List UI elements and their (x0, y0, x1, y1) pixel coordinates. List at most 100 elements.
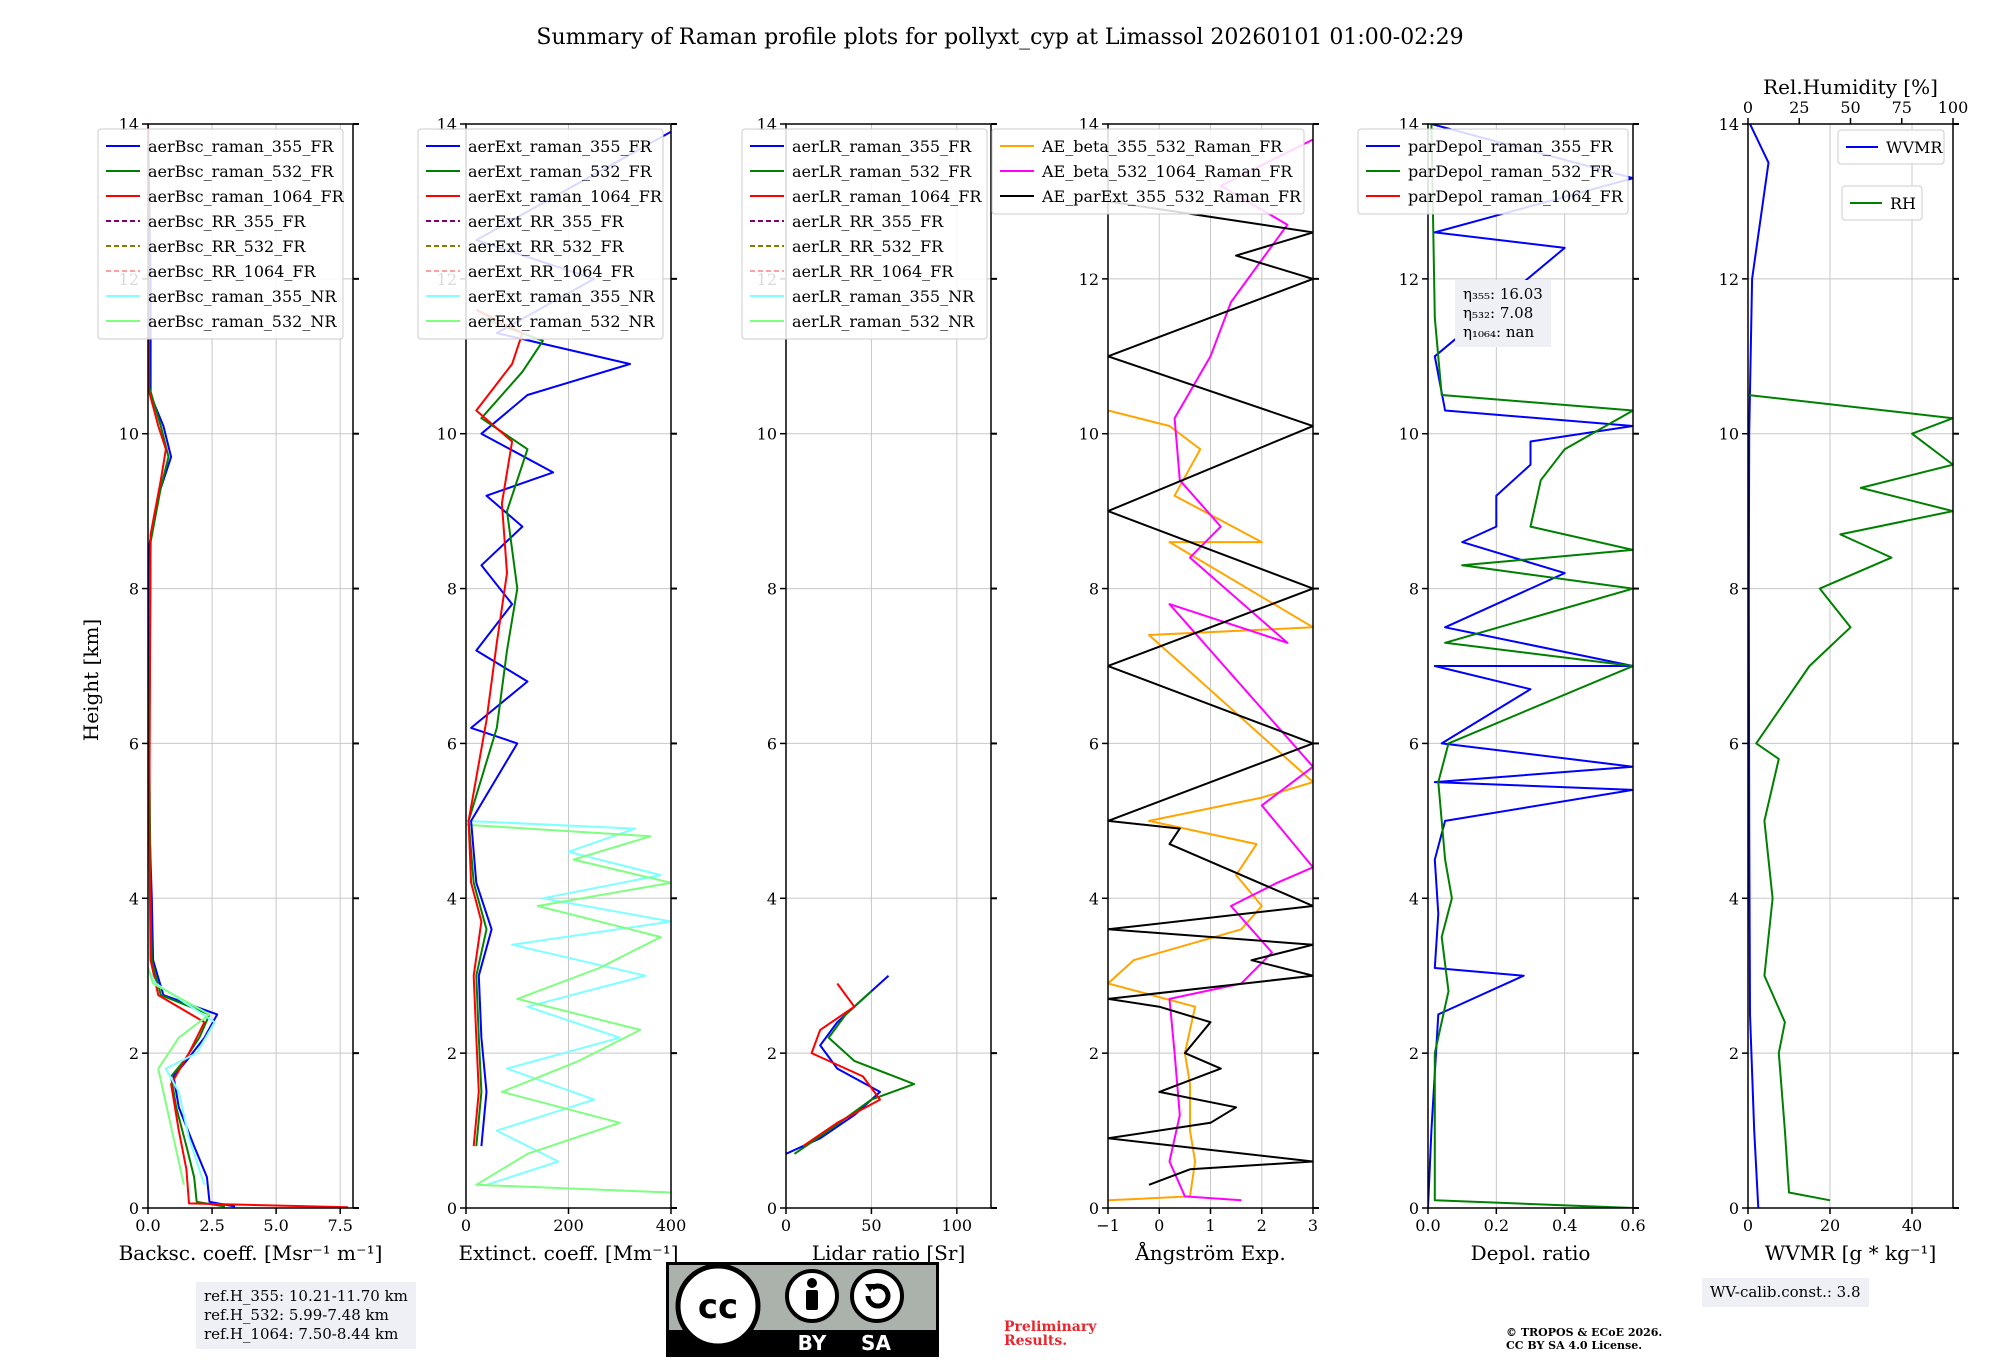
x-tick-label: 3 (1308, 1216, 1318, 1235)
x-tick-label: 0.0 (135, 1216, 160, 1235)
series-line-aerBsc_raman_355_NR (148, 967, 216, 1186)
legend: aerExt_raman_355_FR aerExt_raman_532_FRae… (417, 128, 664, 340)
x-tick-label: 0.4 (1552, 1216, 1577, 1235)
y-tick-label: 2 (767, 1044, 777, 1063)
refh-1064: ref.H_1064: 7.50-8.44 km (204, 1325, 399, 1343)
cc-license-badge[interactable]: cc BY SA (666, 1262, 939, 1357)
series-line-aerBsc_raman_532_FR (148, 124, 226, 1208)
y-tick-label: 4 (1409, 889, 1419, 908)
legend-label-rh: RH (1890, 194, 1916, 213)
legend-label: aerExt_raman_532_FR (468, 162, 653, 181)
x-tick-label: −1 (1096, 1216, 1120, 1235)
y-tick-label: 4 (1729, 889, 1739, 908)
y-tick-label: 10 (1399, 425, 1419, 444)
y-tick-label: 8 (767, 580, 777, 599)
x-tick-label: 0 (1743, 1216, 1753, 1235)
series-line-RH (1748, 394, 1953, 1202)
legend-label: aerBsc_raman_532_FR (148, 162, 334, 181)
legend: aerLR_raman_355_FR aerLR_raman_532_FR aerL… (741, 128, 988, 340)
x-tick-label: 0 (461, 1216, 471, 1235)
eta-355: η₃₅₅: 16.03 (1463, 285, 1543, 303)
plot-frame (1427, 123, 1634, 1209)
y-tick-label: 4 (447, 889, 457, 908)
series-line-aerExt_raman_532_FR (467, 316, 544, 1147)
top-x-tick-label: 25 (1789, 98, 1809, 117)
legend-label: aerBsc_raman_532_NR (148, 312, 337, 331)
reference-height-box: ref.H_355: 10.21-11.70 km ref.H_532: 5.9… (196, 1282, 416, 1349)
y-tick-label: 10 (757, 425, 777, 444)
plot-frame (147, 123, 354, 1209)
x-tick-label: 20 (1820, 1216, 1840, 1235)
y-tick-label: 4 (129, 889, 139, 908)
y-axis-label: Height [km] (79, 619, 103, 741)
legend-label: aerLR_raman_1064_FR (792, 187, 982, 206)
y-tick-label: 4 (767, 889, 777, 908)
eta-annotation-box: η₃₅₅: 16.03 η₅₃₂: 7.08 η₁₀₆₄: nan (1455, 280, 1551, 347)
x-axis-label: Backsc. coeff. [Msr⁻¹ m⁻¹] (119, 1241, 383, 1265)
x-tick-label: 50 (861, 1216, 881, 1235)
y-tick-label: 2 (129, 1044, 139, 1063)
x-axis-label: Extinct. coeff. [Mm⁻¹] (458, 1241, 678, 1265)
legend-label: aerExt_raman_355_FR (468, 137, 653, 156)
legend-label: aerExt_RR_532_FR (468, 237, 625, 256)
cc-by-label: BY (798, 1331, 827, 1355)
y-tick-label: 8 (1729, 580, 1739, 599)
preliminary-results-note: Preliminary Results. (1004, 1320, 1096, 1348)
series-line-aerLR_raman_1064_FR (802, 982, 881, 1147)
y-tick-label: 2 (1729, 1044, 1739, 1063)
sa-arrow (865, 1283, 891, 1309)
wv-calib-const: WV-calib.const.: 3.8 (1710, 1283, 1861, 1301)
y-tick-label: 0 (1089, 1199, 1099, 1218)
cc-icon-text: cc (698, 1287, 738, 1327)
top-x-tick-label: 0 (1743, 98, 1753, 117)
legend-label: aerLR_raman_532_NR (792, 312, 975, 331)
y-tick-label: 2 (1409, 1044, 1419, 1063)
legend-label: aerBsc_raman_355_NR (148, 287, 337, 306)
series-line-WVMR (1748, 124, 1770, 1208)
series-line-aerExt_raman_355_FR (470, 130, 671, 1147)
top-x-axis-label: Rel.Humidity [%] (1763, 75, 1938, 99)
top-x-tick-label: 100 (1938, 98, 1969, 117)
legend-label: aerLR_raman_355_NR (792, 287, 975, 306)
refh-355: ref.H_355: 10.21-11.70 km (204, 1287, 408, 1305)
legend-label: aerLR_RR_1064_FR (792, 262, 954, 281)
y-tick-label: 6 (767, 734, 777, 753)
x-tick-label: 40 (1902, 1216, 1922, 1235)
y-tick-label: 6 (129, 734, 139, 753)
y-tick-label: 6 (1729, 734, 1739, 753)
series-line-aerLR_raman_532_FR (793, 990, 916, 1155)
x-tick-label: 100 (942, 1216, 973, 1235)
legend-label: aerLR_raman_532_FR (792, 162, 972, 181)
series-line-AE_beta_355_532_Raman_FR (1108, 409, 1313, 1202)
by-person-head (807, 1278, 817, 1288)
x-tick-label: 2.5 (199, 1216, 224, 1235)
series-line-aerExt_raman_532_NR (466, 823, 671, 1194)
legend-label: aerLR_raman_355_FR (792, 137, 972, 156)
series-group (786, 974, 916, 1155)
copyright-line1: © TROPOS & ECoE 2026. (1506, 1326, 1663, 1339)
legend-label-wvmr: WVMR (1886, 138, 1943, 157)
legend-frame (1357, 128, 1629, 215)
legend-label: aerExt_raman_1064_FR (468, 187, 663, 206)
legend-label: parDepol_raman_532_FR (1408, 162, 1614, 181)
x-axis-label: WVMR [g * kg⁻¹] (1765, 1241, 1937, 1265)
y-tick-label: 0 (129, 1199, 139, 1218)
series-group (148, 124, 348, 1208)
copyright-line2: CC BY SA 4.0 License. (1506, 1339, 1643, 1352)
series-group (1108, 138, 1313, 1202)
eta-1064: η₁₀₆₄: nan (1463, 323, 1535, 341)
x-tick-label: 7.5 (327, 1216, 352, 1235)
y-tick-label: 8 (1409, 580, 1419, 599)
y-tick-label: 0 (767, 1199, 777, 1218)
panel-extinction: 024681012140200400Extinct. coeff. [Mm⁻¹]… (417, 115, 686, 1265)
y-tick-label: 4 (1089, 889, 1099, 908)
legend-label: aerBsc_raman_1064_FR (148, 187, 345, 206)
legend-label: aerExt_RR_1064_FR (468, 262, 635, 281)
y-tick-label: 10 (437, 425, 457, 444)
y-tick-label: 8 (129, 580, 139, 599)
